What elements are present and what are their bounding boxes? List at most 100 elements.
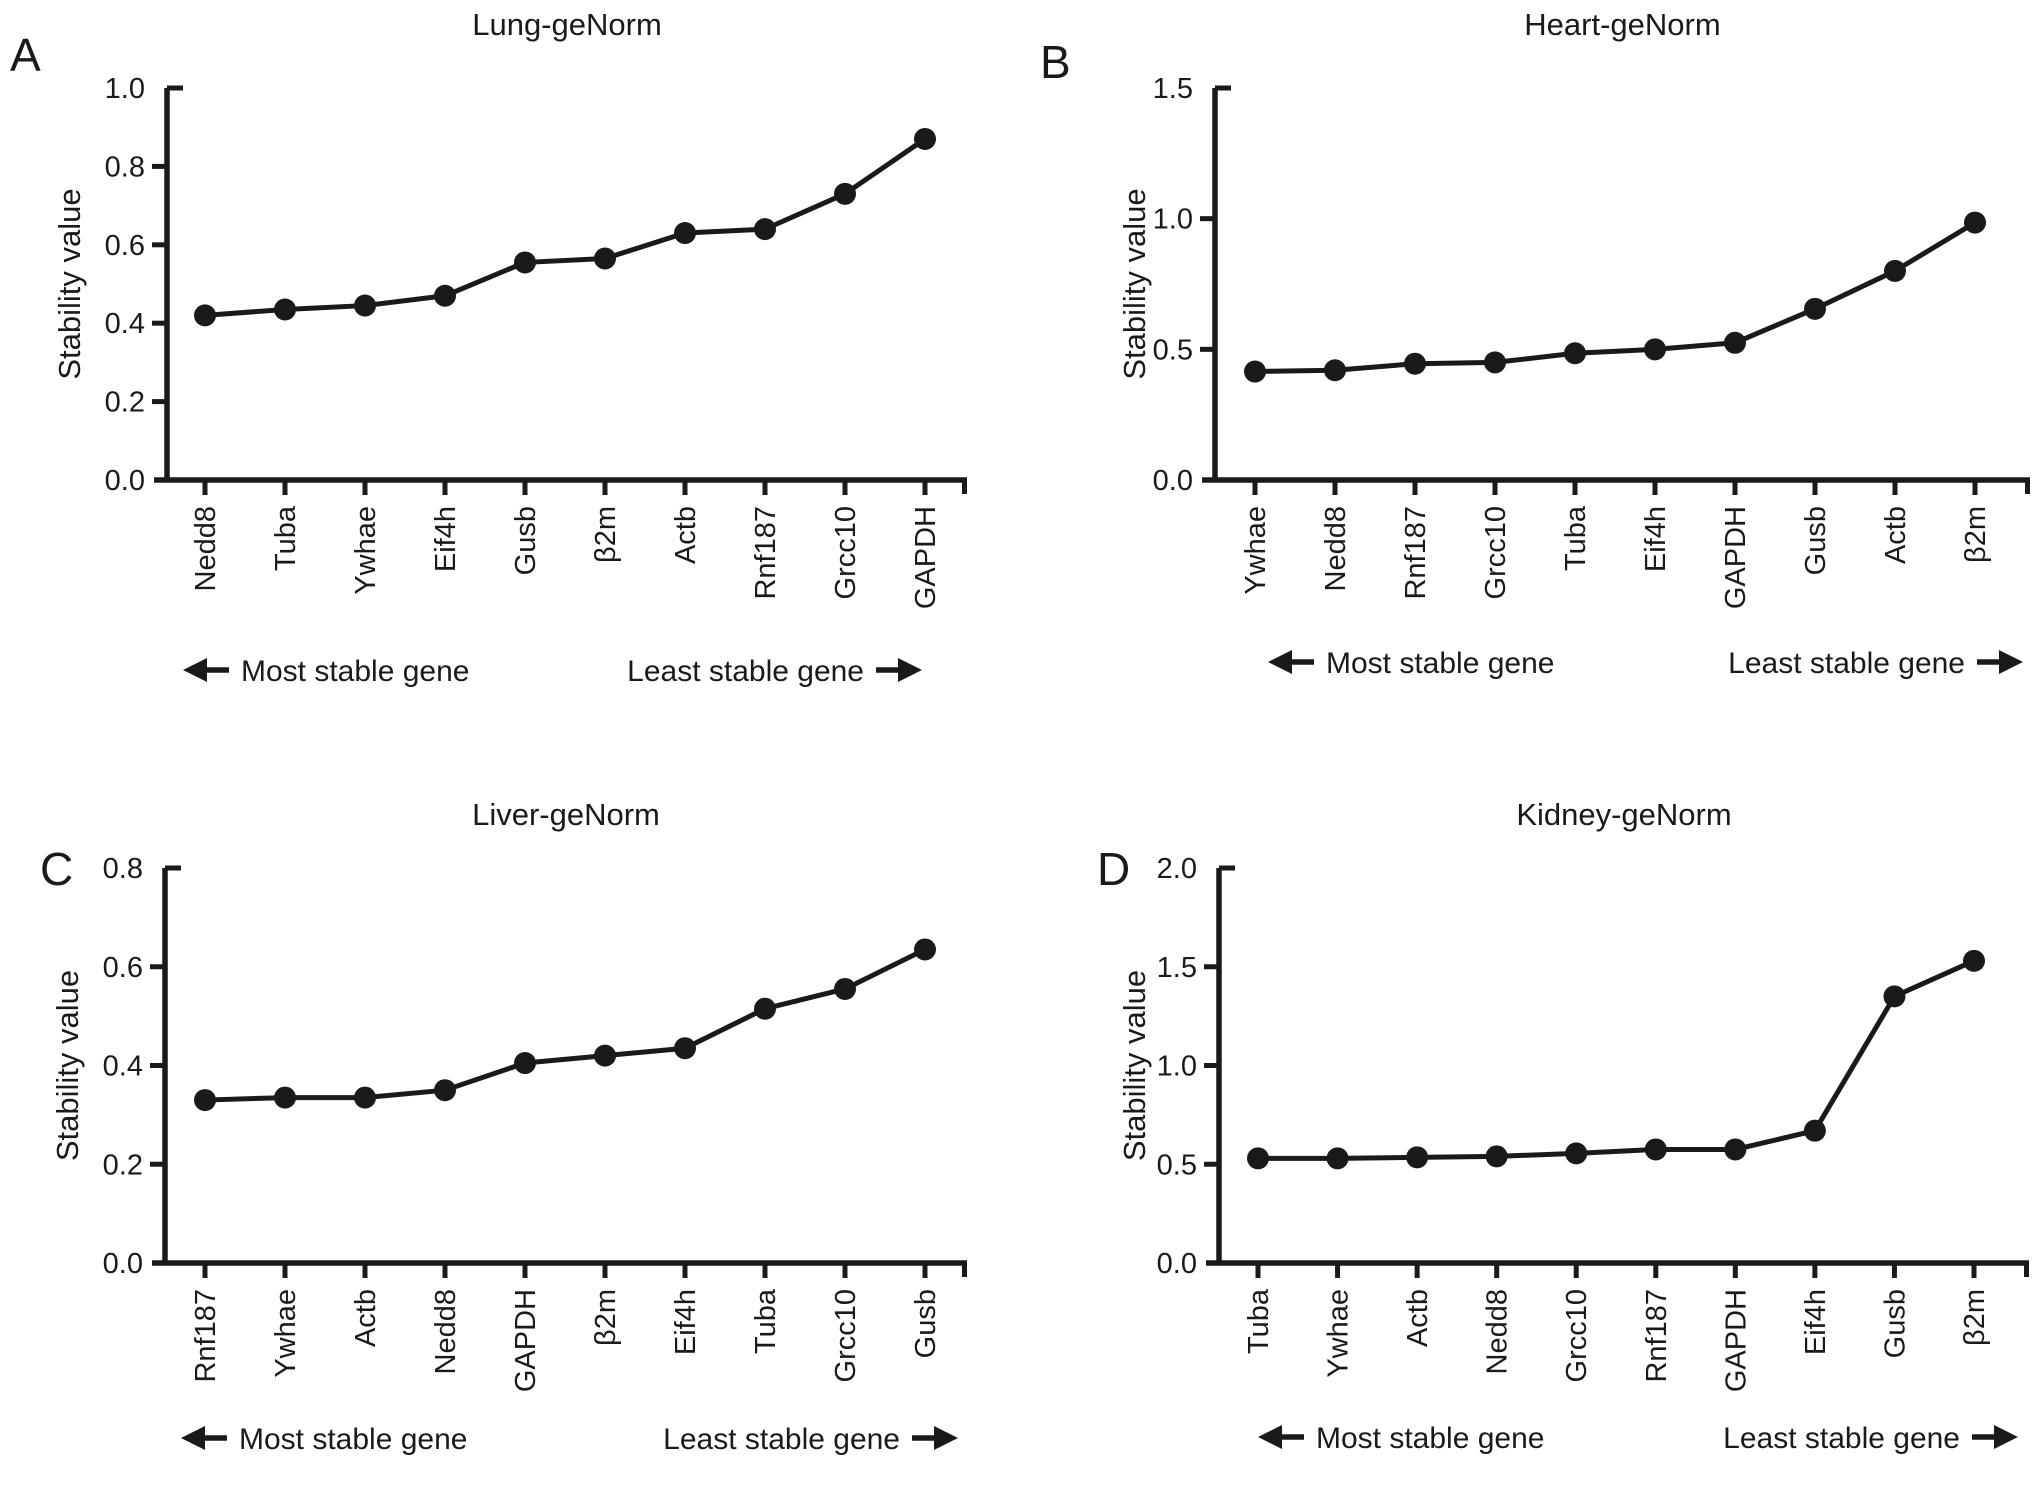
x-tick-label: Nedd8 (1482, 1289, 1514, 1374)
data-point (1644, 338, 1666, 361)
data-point (1803, 1119, 1826, 1142)
left-arrow-icon (1258, 1425, 1282, 1449)
annotation-least-stable: Least stable gene (1723, 1422, 1960, 1455)
x-tick-label: β2m (590, 1289, 622, 1346)
data-point (1485, 1145, 1508, 1168)
y-tick-label: 0.2 (105, 387, 145, 419)
y-tick-label: 1.0 (1157, 1051, 1197, 1083)
y-tick-label: 0.0 (105, 465, 145, 497)
data-point (1406, 1146, 1429, 1169)
x-tick-label: Rnf187 (1400, 506, 1432, 600)
x-tick-label: Rnf187 (1641, 1289, 1673, 1383)
data-line (1254, 220, 1977, 375)
y-tick-label: 2.0 (1157, 853, 1197, 885)
data-point (674, 1037, 696, 1060)
x-tick-label: Grcc10 (830, 1289, 862, 1382)
x-tick-label: Grcc10 (1561, 1289, 1593, 1382)
y-tick-label: 0.0 (1157, 1248, 1197, 1280)
y-axis-label: Stability value (50, 970, 85, 1161)
y-tick-label: 1.5 (1153, 73, 1193, 105)
data-point (194, 1089, 216, 1112)
right-arrow-icon (934, 1426, 958, 1450)
x-tick-label: Ywhae (1240, 506, 1272, 595)
x-tick-label: GAPDH (1720, 1289, 1752, 1392)
x-tick-label: Gusb (1879, 1289, 1911, 1358)
y-tick-label: 0.5 (1157, 1149, 1197, 1181)
data-point (1964, 211, 1986, 234)
x-tick-label: Ywhae (270, 1289, 302, 1378)
y-tick-label: 0.0 (103, 1248, 143, 1280)
x-tick-label: Eif4h (430, 506, 462, 572)
panel-letter: B (1040, 36, 1071, 88)
x-tick-label: Tuba (750, 1288, 782, 1354)
x-tick-label: Gusb (910, 1289, 942, 1358)
y-tick-label: 0.4 (105, 308, 145, 340)
y-tick-label: 1.0 (1153, 204, 1193, 236)
x-tick-label: β2m (590, 506, 622, 563)
y-axis-label: Stability value (1117, 970, 1152, 1161)
data-point (754, 218, 776, 241)
panel-b-heart-chart: B Heart-geNorm Stability value 0.0 0.5 1.0 1.5… (1040, 7, 2030, 680)
x-tick-label: Ywhae (350, 506, 382, 595)
x-tick-label: GAPDH (510, 1289, 542, 1392)
data-line (204, 947, 927, 1103)
x-tick-label: Nedd8 (1320, 506, 1352, 591)
y-tick-label: 0.8 (105, 151, 145, 183)
x-tick-label: Eif4h (1640, 506, 1672, 572)
data-point (1883, 985, 1906, 1008)
annotation-most-stable: Most stable gene (241, 655, 469, 688)
data-point (1404, 352, 1426, 375)
data-point (1644, 1138, 1667, 1161)
annotation-least-stable: Least stable gene (1728, 647, 1965, 680)
y-axis-label: Stability value (52, 188, 87, 379)
y-axis-label: Stability value (1117, 188, 1152, 379)
x-tick-label: Tuba (270, 505, 302, 571)
data-point (1324, 359, 1346, 382)
x-tick-label: Gusb (510, 506, 542, 575)
annotation-most-stable: Most stable gene (1326, 647, 1554, 680)
y-tick-label: 1.5 (1157, 952, 1197, 984)
data-point (1484, 351, 1506, 374)
data-point (834, 977, 856, 1000)
x-tick-label: Actb (1402, 1289, 1434, 1347)
annotation-least-stable: Least stable gene (663, 1423, 900, 1456)
x-tick-label: Tuba (1560, 505, 1592, 571)
data-point (674, 222, 696, 245)
y-tick-label: 1.0 (105, 73, 145, 105)
data-point (514, 251, 536, 274)
left-arrow-icon (181, 1426, 205, 1450)
panel-letter: C (40, 843, 73, 895)
chart-title: Liver-geNorm (472, 797, 660, 832)
y-tick-label: 0.6 (103, 952, 143, 984)
annotation-most-stable: Most stable gene (239, 1423, 467, 1456)
data-point (914, 127, 936, 150)
data-point (194, 304, 216, 327)
x-tick-label: GAPDH (1720, 506, 1752, 609)
x-tick-label: Rnf187 (190, 1289, 222, 1383)
x-tick-label: GAPDH (910, 506, 942, 609)
y-tick-label: 0.8 (103, 853, 143, 885)
x-tick-label: Actb (670, 506, 702, 564)
data-point (1244, 360, 1266, 383)
chart-title: Heart-geNorm (1524, 7, 1720, 42)
data-point (1565, 1142, 1588, 1165)
data-point (1326, 1147, 1349, 1170)
panel-letter: D (1097, 843, 1130, 895)
x-tick-label: Actb (1880, 506, 1912, 564)
chart-title: Lung-geNorm (472, 7, 662, 42)
panel-c-liver-chart: C Liver-geNorm Stability value 0.0 0.2 0.4 0.6… (40, 797, 967, 1456)
data-point (354, 294, 376, 317)
annotation-least-stable: Least stable gene (627, 655, 864, 688)
data-line (204, 136, 927, 318)
data-point (1884, 259, 1906, 282)
data-point (1724, 331, 1746, 354)
data-line (1258, 958, 1976, 1161)
data-point (754, 997, 776, 1020)
left-arrow-icon (1268, 650, 1292, 674)
chart-title: Kidney-geNorm (1516, 797, 1731, 832)
y-tick-label: 0.2 (103, 1149, 143, 1181)
data-point (274, 1086, 296, 1109)
x-tick-label: β2m (1959, 1289, 1991, 1346)
panel-d-kidney-chart: D Kidney-geNorm Stability value 0.0 0.5 1.0 1.… (1097, 797, 2029, 1455)
